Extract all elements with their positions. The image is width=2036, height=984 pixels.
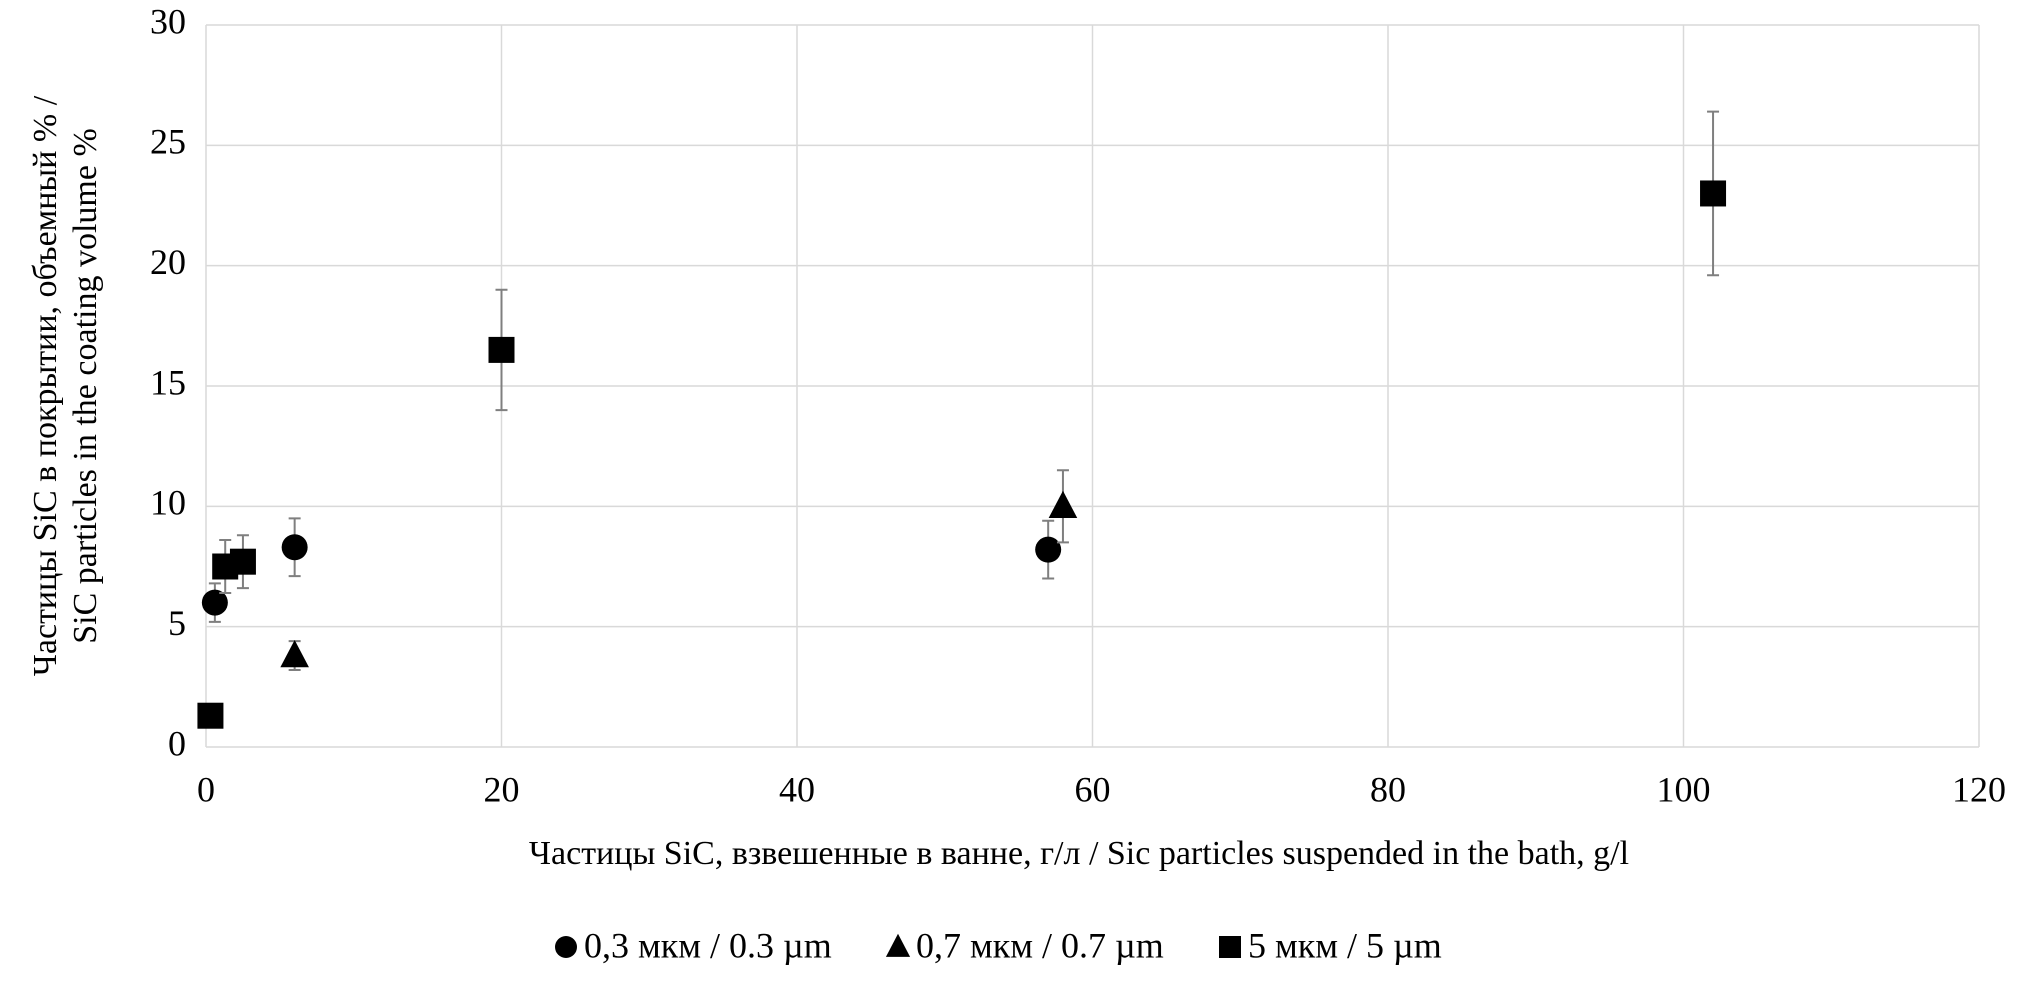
legend-marker <box>885 933 911 957</box>
point <box>197 702 224 729</box>
x-tick-label: 0 <box>197 769 215 809</box>
x-tick-label: 120 <box>1952 769 2006 809</box>
point <box>1035 536 1062 563</box>
legend-label: 5 мкм / 5 µm <box>1248 925 1442 965</box>
y-tick-label: 0 <box>168 723 186 763</box>
y-tick-label: 5 <box>168 603 186 643</box>
y-tick-label: 15 <box>150 362 186 402</box>
point <box>280 639 309 668</box>
y-tick-label: 20 <box>150 242 186 282</box>
point <box>201 589 228 616</box>
point <box>281 534 308 561</box>
legend-marker <box>555 936 577 958</box>
x-tick-label: 40 <box>779 769 815 809</box>
y-tick-label: 30 <box>150 1 186 41</box>
y-tick-label: 25 <box>150 122 186 162</box>
x-axis-label: Частицы SiC, взвешенные в ванне, г/л / S… <box>529 835 1629 872</box>
y-axis-label-line: Частицы SiC в покрытии, объемный % / <box>27 95 64 676</box>
point <box>229 548 256 575</box>
point <box>1700 180 1727 207</box>
y-tick-label: 10 <box>150 483 186 523</box>
x-tick-label: 60 <box>1075 769 1111 809</box>
point <box>488 336 515 363</box>
x-tick-label: 100 <box>1657 769 1711 809</box>
legend-label: 0,3 мкм / 0.3 µm <box>584 925 832 965</box>
legend-label: 0,7 мкм / 0.7 µm <box>916 925 1164 965</box>
y-axis-label-line: SiC particles in the coating volume % <box>67 128 104 644</box>
x-tick-label: 20 <box>484 769 520 809</box>
y-axis-label: Частицы SiC в покрытии, объемный % / SiC… <box>27 95 104 676</box>
legend-marker <box>1219 936 1241 958</box>
x-tick-label: 80 <box>1370 769 1406 809</box>
point <box>1048 490 1078 519</box>
